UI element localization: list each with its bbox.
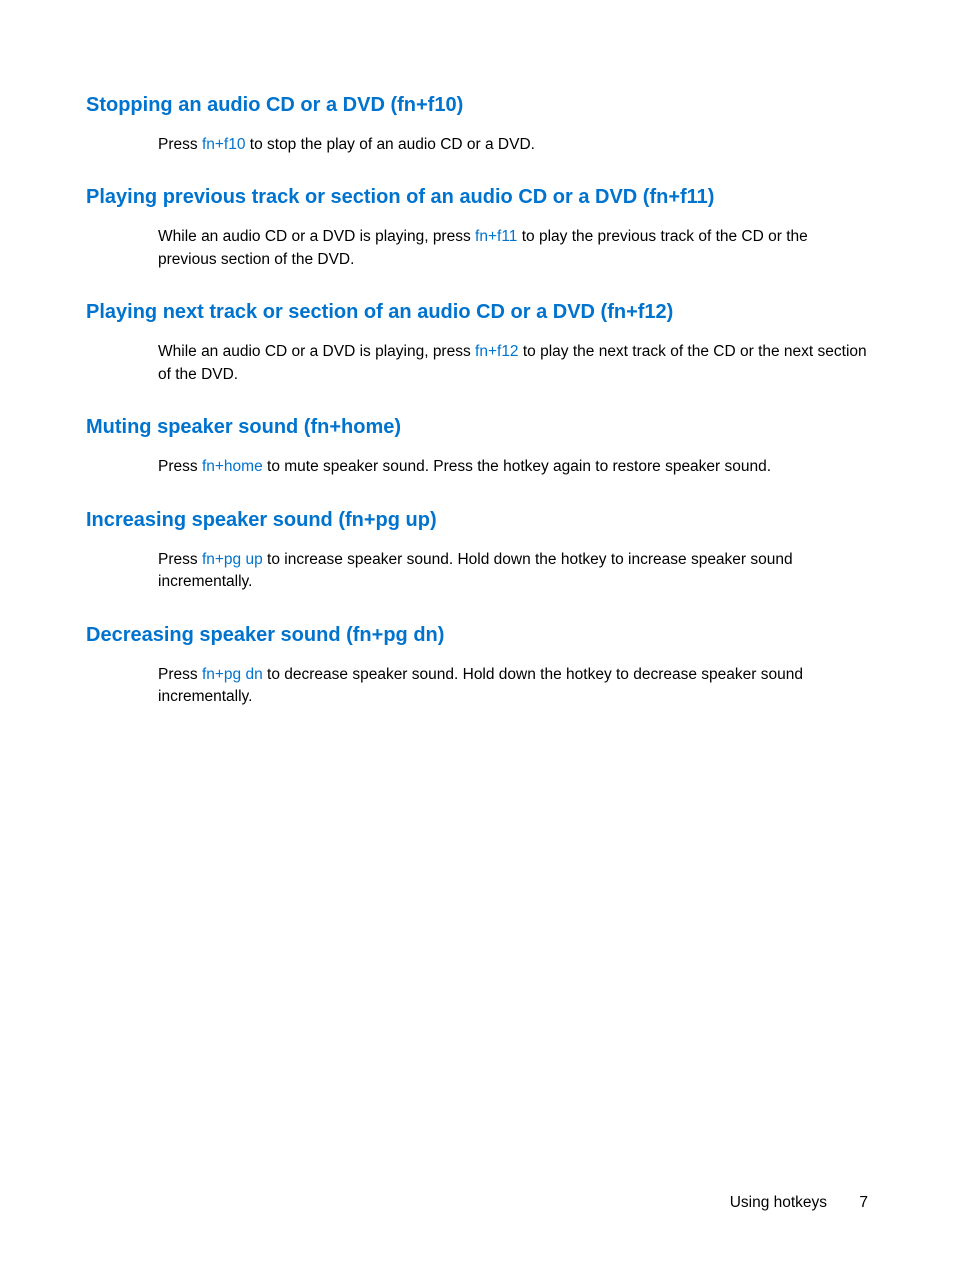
section-vol-up: Increasing speaker sound (fn+pg up) Pres… xyxy=(86,507,868,594)
hotkey-text: fn+f10 xyxy=(202,136,246,153)
section-body: Press fn+pg up to increase speaker sound… xyxy=(158,549,868,594)
section-body: While an audio CD or a DVD is playing, p… xyxy=(158,226,868,271)
hotkey-text: fn+f11 xyxy=(475,228,517,245)
body-pre-text: Press xyxy=(158,551,202,568)
section-prev-track: Playing previous track or section of an … xyxy=(86,184,868,271)
hotkey-text: fn+home xyxy=(202,458,263,475)
section-stop-cd: Stopping an audio CD or a DVD (fn+f10) P… xyxy=(86,92,868,156)
footer-label: Using hotkeys xyxy=(730,1194,827,1211)
body-post-text: to stop the play of an audio CD or a DVD… xyxy=(245,136,535,153)
section-body: While an audio CD or a DVD is playing, p… xyxy=(158,341,868,386)
page-footer: Using hotkeys 7 xyxy=(730,1194,868,1212)
hotkey-text: fn+pg up xyxy=(202,551,263,568)
section-next-track: Playing next track or section of an audi… xyxy=(86,299,868,386)
section-body: Press fn+f10 to stop the play of an audi… xyxy=(158,134,868,156)
body-pre-text: While an audio CD or a DVD is playing, p… xyxy=(158,228,475,245)
section-mute: Muting speaker sound (fn+home) Press fn+… xyxy=(86,414,868,478)
page-number: 7 xyxy=(859,1194,868,1212)
section-heading: Muting speaker sound (fn+home) xyxy=(86,414,868,440)
section-heading: Increasing speaker sound (fn+pg up) xyxy=(86,507,868,533)
body-pre-text: Press xyxy=(158,666,202,683)
section-vol-down: Decreasing speaker sound (fn+pg dn) Pres… xyxy=(86,622,868,709)
section-heading: Playing previous track or section of an … xyxy=(86,184,868,210)
body-pre-text: Press xyxy=(158,136,202,153)
hotkey-text: fn+pg dn xyxy=(202,666,263,683)
section-heading: Playing next track or section of an audi… xyxy=(86,299,868,325)
document-page: Stopping an audio CD or a DVD (fn+f10) P… xyxy=(0,0,954,709)
section-heading: Stopping an audio CD or a DVD (fn+f10) xyxy=(86,92,868,118)
body-pre-text: While an audio CD or a DVD is playing, p… xyxy=(158,343,475,360)
section-heading: Decreasing speaker sound (fn+pg dn) xyxy=(86,622,868,648)
section-body: Press fn+pg dn to decrease speaker sound… xyxy=(158,664,868,709)
body-post-text: to mute speaker sound. Press the hotkey … xyxy=(263,458,771,475)
body-pre-text: Press xyxy=(158,458,202,475)
section-body: Press fn+home to mute speaker sound. Pre… xyxy=(158,456,868,478)
hotkey-text: fn+f12 xyxy=(475,343,519,360)
